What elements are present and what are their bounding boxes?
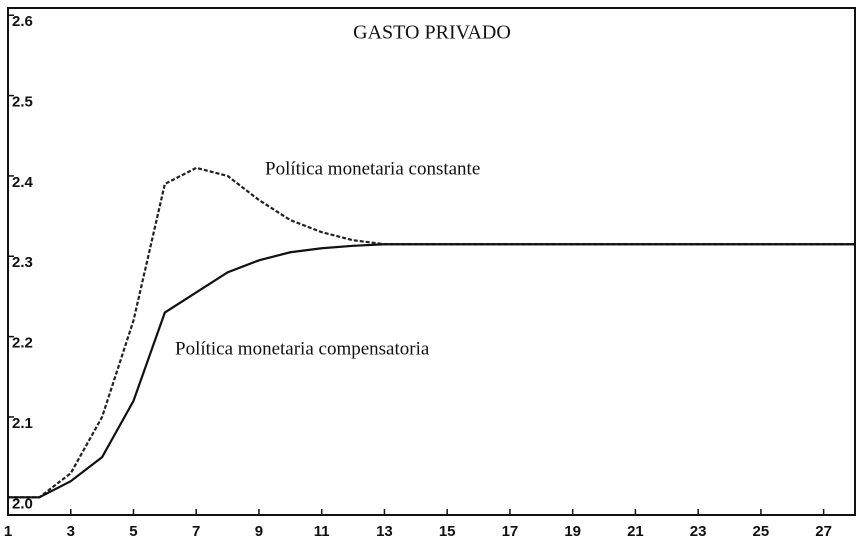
x-tick-label: 3 <box>67 523 75 540</box>
y-tick-label: 2.1 <box>12 415 33 432</box>
chart-title: GASTO PRIVADO <box>353 22 511 44</box>
x-tick-label: 27 <box>815 523 832 540</box>
series-label: Política monetaria constante <box>265 158 480 179</box>
x-tick-label: 11 <box>314 523 330 540</box>
x-tick-label: 15 <box>439 523 456 540</box>
x-tick-label: 9 <box>255 523 263 540</box>
x-tick-label: 23 <box>690 523 707 540</box>
x-tick-label: 5 <box>129 523 137 540</box>
x-tick-label: 25 <box>753 523 770 540</box>
x-tick-label: 7 <box>192 523 200 540</box>
x-tick-label: 1 <box>4 523 12 540</box>
series-label: Política monetaria compensatoria <box>175 338 430 359</box>
line <box>8 166 855 499</box>
y-tick-label: 2.2 <box>12 335 33 352</box>
y-tick-label: 2.5 <box>12 94 33 111</box>
x-tick-label: 13 <box>376 523 393 540</box>
y-tick-label: 2.0 <box>12 495 33 512</box>
x-tick-label: 17 <box>502 523 519 540</box>
line <box>8 243 855 499</box>
y-tick-label: 2.4 <box>12 174 34 191</box>
plot-frame <box>7 7 856 516</box>
y-tick-label: 2.3 <box>12 254 33 271</box>
x-tick-label: 19 <box>564 523 581 540</box>
x-tick-label: 21 <box>627 523 644 540</box>
y-tick-label: 2.6 <box>12 13 33 30</box>
